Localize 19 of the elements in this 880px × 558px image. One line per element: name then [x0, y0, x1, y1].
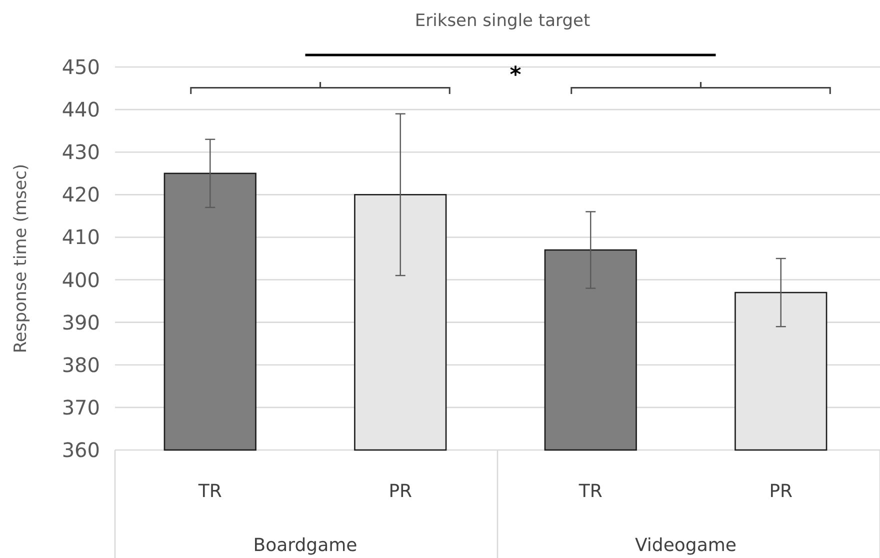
y-tick-label: 420	[62, 182, 100, 207]
text: Boardgame	[253, 535, 358, 556]
chart-title: Eriksen single target	[414, 11, 590, 31]
y-tick-label: 370	[62, 395, 100, 420]
x-tick-label: TR	[197, 481, 222, 502]
x-tick-label: PR	[769, 481, 793, 502]
y-tick-label: 360	[62, 438, 100, 462]
y-tick-label: 440	[62, 98, 100, 122]
y-tick-label: 450	[62, 55, 100, 79]
y-tick-label: 410	[62, 225, 100, 250]
y-tick-label: 390	[62, 310, 100, 334]
y-tick-label: 400	[62, 268, 100, 292]
y-tick-label: 380	[62, 352, 100, 377]
y-axis-title: Response time (msec)	[11, 164, 31, 354]
x-tick-label: PR	[388, 481, 412, 502]
text: Videogame	[635, 535, 736, 556]
y-tick-label: 430	[62, 140, 100, 164]
x-tick-label: TR	[578, 481, 602, 502]
annotation: *	[510, 63, 522, 88]
